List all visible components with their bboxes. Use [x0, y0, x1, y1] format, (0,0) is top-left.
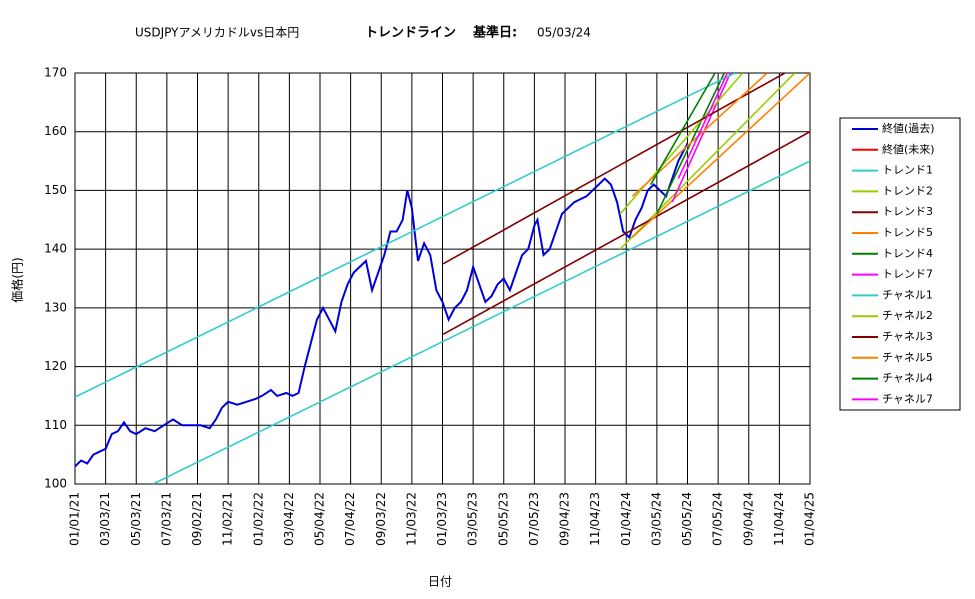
plot-frame — [74, 72, 811, 485]
y-tick-label: 150 — [44, 183, 67, 197]
legend-label: チャネル4 — [882, 372, 933, 385]
x-tick-label: 05/05/24 — [680, 492, 694, 546]
legend-label: トレンド4 — [882, 247, 933, 260]
base-date-label: 基準日: — [472, 25, 517, 41]
x-tick-label: 01/02/22 — [251, 492, 265, 546]
legend-label: チャネル2 — [882, 309, 933, 322]
x-tick-label: 01/01/21 — [68, 492, 82, 546]
x-tick-label: 07/04/22 — [343, 492, 357, 546]
x-tick-label: 11/04/24 — [772, 492, 786, 546]
legend-label: トレンド5 — [882, 226, 933, 239]
y-tick-label: 170 — [44, 66, 67, 80]
chart-title: USDJPYアメリカドルvs日本円 — [135, 26, 299, 40]
x-tick-label: 11/03/22 — [404, 492, 418, 546]
x-tick-label: 03/03/21 — [98, 492, 112, 546]
x-tick-label: 09/02/21 — [190, 492, 204, 546]
y-tick-label: 120 — [44, 359, 67, 373]
x-tick-label: 01/04/25 — [803, 492, 817, 546]
legend-label: トレンド3 — [882, 205, 933, 218]
series-line — [650, 73, 716, 185]
series-line — [442, 73, 786, 265]
legend-label: トレンド7 — [882, 268, 933, 281]
series-line — [619, 73, 744, 215]
series-line — [75, 73, 736, 398]
y-axis-label: 価格(円) — [10, 257, 25, 302]
y-tick-label: 110 — [44, 418, 67, 432]
base-date: 05/03/24 — [537, 26, 591, 40]
legend-label: トレンド2 — [882, 184, 933, 197]
legend-label: チャネル7 — [882, 392, 933, 405]
x-tick-label: 09/03/22 — [374, 492, 388, 546]
x-tick-label: 03/04/22 — [282, 492, 296, 546]
x-tick-label: 03/05/24 — [649, 492, 663, 546]
chart-subtitle: トレンドライン — [365, 26, 456, 41]
x-tick-label: 11/04/23 — [588, 492, 602, 546]
x-tick-label: 11/02/21 — [221, 492, 235, 546]
x-tick-label: 07/05/23 — [527, 492, 541, 546]
y-tick-label: 130 — [44, 300, 67, 314]
legend-label: チャネル5 — [882, 351, 933, 364]
x-tick-label: 09/04/23 — [558, 492, 572, 546]
y-tick-label: 140 — [44, 242, 67, 256]
series-line — [631, 73, 768, 197]
x-tick-label: 03/05/23 — [466, 492, 480, 546]
legend-label: 終値(未来) — [882, 142, 935, 156]
series-line — [677, 73, 729, 180]
x-tick-label: 01/04/24 — [619, 492, 633, 546]
x-tick-label: 05/04/22 — [313, 492, 327, 546]
series-line — [75, 142, 689, 468]
series-line — [671, 73, 732, 203]
legend-box — [839, 117, 961, 411]
x-tick-label: 07/05/24 — [711, 492, 725, 546]
legend-label: チャネル3 — [882, 330, 933, 343]
x-tick-label: 09/04/24 — [741, 492, 755, 546]
x-tick-label: 05/05/23 — [496, 492, 510, 546]
x-tick-label: 05/03/21 — [129, 492, 143, 546]
legend-label: 終値(過去) — [882, 121, 935, 135]
x-tick-label: 01/03/23 — [435, 492, 449, 546]
y-tick-label: 160 — [44, 124, 67, 138]
legend-label: チャネル1 — [882, 288, 933, 301]
plot-area — [75, 73, 810, 484]
y-tick-label: 100 — [44, 477, 67, 491]
x-axis-label: 日付 — [428, 575, 452, 589]
series-line — [152, 160, 810, 484]
x-tick-label: 07/03/21 — [159, 492, 173, 546]
legend-label: トレンド1 — [882, 164, 933, 177]
series-line — [442, 131, 810, 335]
series-line — [631, 73, 810, 238]
